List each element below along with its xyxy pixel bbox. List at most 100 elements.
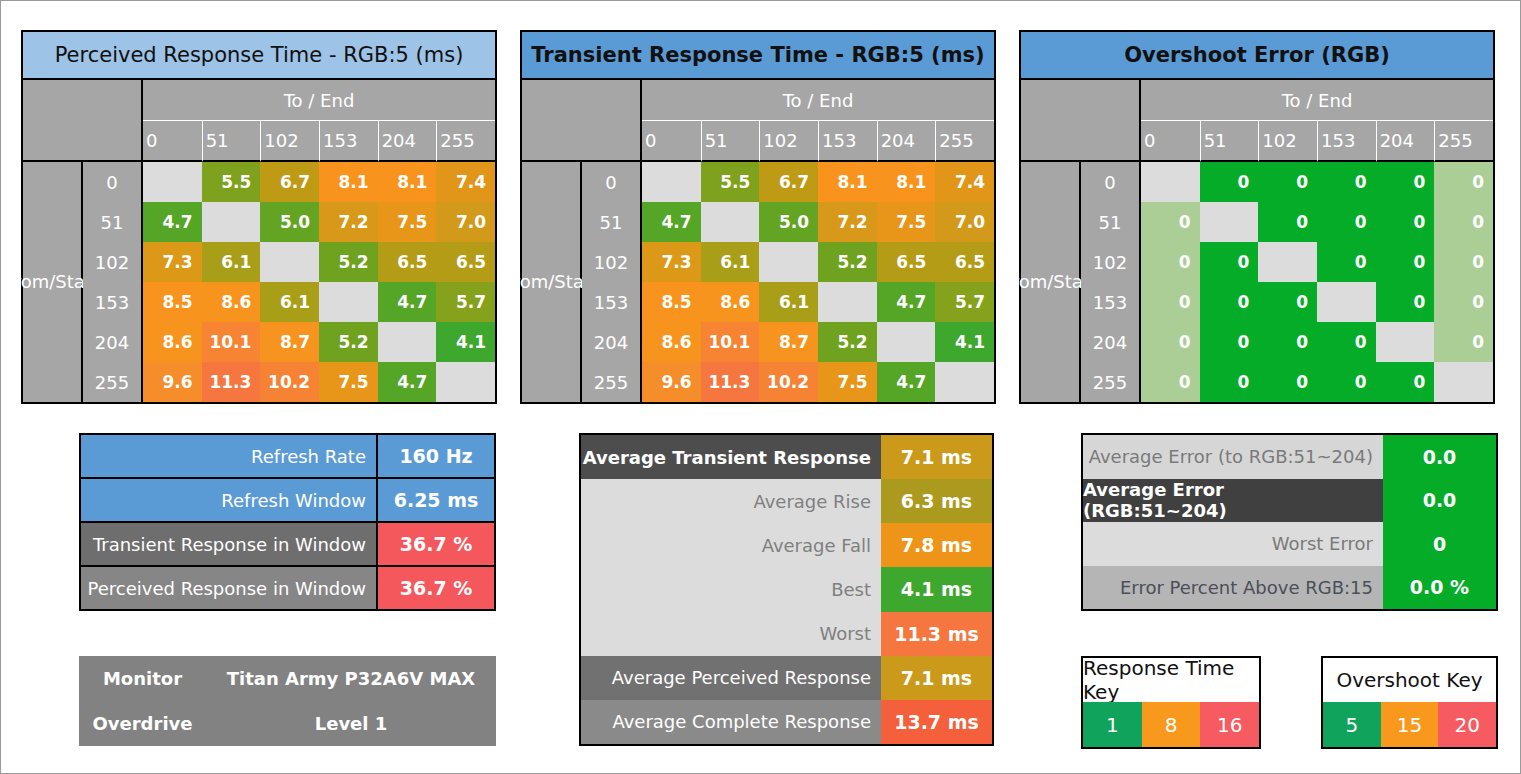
transient-summary-table-label: Average Transient Response	[581, 435, 881, 479]
transient-summary-table-value: 6.3 ms	[881, 479, 992, 523]
transient-summary-table: Average Transient Response7.1 msAverage …	[579, 433, 994, 746]
row-header-153: 153	[1081, 282, 1141, 322]
heat-cell-overshoot-r1-c4: 0	[1376, 202, 1435, 242]
heat-cell-transient-r3-c5: 5.7	[935, 282, 994, 322]
heat-cell-perceived-r0-c3: 8.1	[319, 162, 378, 202]
monitor-info-value: Titan Army P32A6V MAX	[206, 668, 496, 689]
refresh-summary-table-label: Transient Response in Window	[81, 523, 378, 565]
col-header-0: 0	[1141, 121, 1200, 162]
heat-cell-overshoot-r4-c5: 0	[1434, 322, 1493, 362]
heat-cell-overshoot-r5-c3: 0	[1317, 362, 1376, 402]
heat-cell-overshoot-r5-c1: 0	[1200, 362, 1259, 402]
transient-summary-table-row: Average Complete Response13.7 ms	[581, 700, 992, 744]
heat-cell-transient-r0-c2: 6.7	[759, 162, 818, 202]
heat-cell-overshoot-r4-c1: 0	[1200, 322, 1259, 362]
heat-cell-transient-r4-c3: 5.2	[818, 322, 877, 362]
row-header-255: 255	[1081, 362, 1141, 402]
heat-cell-overshoot-r0-c4: 0	[1376, 162, 1435, 202]
overshoot-summary-table: Average Error (to RGB:51~204)0.0Average …	[1081, 433, 1498, 611]
heat-cell-perceived-r3-c2: 6.1	[260, 282, 319, 322]
heat-cell-transient-r0-c1: 5.5	[701, 162, 760, 202]
response-time-key-cell-1: 1	[1083, 702, 1142, 747]
response-time-key: Response Time Key1816	[1081, 656, 1261, 749]
heat-cell-overshoot-r1-c3: 0	[1317, 202, 1376, 242]
transient-summary-table-row: Average Fall7.8 ms	[581, 523, 992, 567]
col-header-0: 0	[143, 121, 202, 162]
col-header-204: 204	[378, 121, 437, 162]
row-header-255: 255	[582, 362, 642, 402]
refresh-summary-table-value: 160 Hz	[378, 435, 494, 477]
heat-cell-transient-r3-c4: 4.7	[877, 282, 936, 322]
heat-cell-perceived-r3-c3	[319, 282, 378, 322]
row-header-204: 204	[1081, 322, 1141, 362]
heat-cell-overshoot-r4-c4	[1376, 322, 1435, 362]
heat-table-overshoot: Overshoot Error (RGB)To / End05110215320…	[1019, 30, 1495, 404]
col-header-51: 51	[1200, 121, 1259, 162]
heat-cell-overshoot-r1-c1	[1200, 202, 1259, 242]
heat-cell-overshoot-r0-c2: 0	[1258, 162, 1317, 202]
heat-cell-overshoot-r5-c4: 0	[1376, 362, 1435, 402]
row-header-102: 102	[582, 242, 642, 282]
refresh-summary-table-label: Perceived Response in Window	[81, 567, 378, 609]
transient-summary-table-row: Average Rise6.3 ms	[581, 479, 992, 523]
heat-cell-overshoot-r4-c3: 0	[1317, 322, 1376, 362]
heat-cell-overshoot-r3-c2: 0	[1258, 282, 1317, 322]
col-header-102: 102	[759, 121, 818, 162]
heat-table-title-overshoot: Overshoot Error (RGB)	[1019, 30, 1495, 80]
overshoot-summary-table-value: 0.0	[1383, 435, 1496, 479]
row-header-102: 102	[83, 242, 143, 282]
refresh-summary-table-row: Perceived Response in Window36.7 %	[81, 567, 494, 609]
transient-summary-table-label: Average Fall	[581, 523, 881, 567]
heat-cell-overshoot-r3-c4: 0	[1376, 282, 1435, 322]
heat-cell-transient-r2-c4: 6.5	[877, 242, 936, 282]
heat-grid-perceived: To / End051102153204255From/Start05.56.7…	[21, 78, 497, 404]
transient-summary-table-value: 4.1 ms	[881, 567, 992, 611]
monitor-info-label: Monitor	[79, 668, 206, 689]
heat-cell-perceived-r5-c3: 7.5	[319, 362, 378, 402]
refresh-summary-table-row: Transient Response in Window36.7 %	[81, 523, 494, 567]
heat-cell-overshoot-r3-c0: 0	[1141, 282, 1200, 322]
refresh-summary-table-value: 6.25 ms	[378, 479, 494, 521]
refresh-summary-table-value: 36.7 %	[378, 567, 494, 609]
heat-cell-overshoot-r3-c3	[1317, 282, 1376, 322]
from-start-header: From/Start	[522, 162, 582, 402]
heat-cell-overshoot-r0-c3: 0	[1317, 162, 1376, 202]
transient-summary-table-label: Average Complete Response	[581, 700, 881, 744]
response-time-key-cell-8: 8	[1142, 702, 1201, 747]
overshoot-key-cell-15: 15	[1381, 702, 1439, 747]
heat-cell-overshoot-r3-c1: 0	[1200, 282, 1259, 322]
col-header-204: 204	[877, 121, 936, 162]
transient-summary-table-label: Average Perceived Response	[581, 656, 881, 700]
heat-cell-transient-r0-c5: 7.4	[935, 162, 994, 202]
heat-cell-overshoot-r2-c0: 0	[1141, 242, 1200, 282]
heat-cell-perceived-r3-c1: 8.6	[202, 282, 261, 322]
col-header-255: 255	[935, 121, 994, 162]
overshoot-summary-table-row: Average Error (RGB:51~204)0.0	[1083, 479, 1496, 523]
monitor-info-value: Level 1	[206, 713, 496, 734]
heat-cell-perceived-r0-c4: 8.1	[378, 162, 437, 202]
transient-summary-table-label: Best	[581, 567, 881, 611]
col-header-153: 153	[1317, 121, 1376, 162]
heat-cell-transient-r3-c0: 8.5	[642, 282, 701, 322]
to-end-header: To / End	[143, 80, 495, 121]
heat-cell-transient-r1-c4: 7.5	[877, 202, 936, 242]
heat-cell-transient-r2-c0: 7.3	[642, 242, 701, 282]
col-header-204: 204	[1376, 121, 1435, 162]
results-sheet: Perceived Response Time - RGB:5 (ms)To /…	[0, 0, 1521, 774]
overshoot-summary-table-value: 0	[1383, 522, 1496, 566]
heat-cell-perceived-r5-c5	[436, 362, 495, 402]
heat-cell-overshoot-r3-c5: 0	[1434, 282, 1493, 322]
monitor-info-table: MonitorTitan Army P32A6V MAXOverdriveLev…	[79, 656, 496, 746]
heat-cell-transient-r4-c2: 8.7	[759, 322, 818, 362]
col-header-102: 102	[260, 121, 319, 162]
heat-table-title-perceived: Perceived Response Time - RGB:5 (ms)	[21, 30, 497, 80]
heat-cell-overshoot-r4-c0: 0	[1141, 322, 1200, 362]
row-header-0: 0	[1081, 162, 1141, 202]
overshoot-summary-table-label: Worst Error	[1083, 522, 1383, 566]
overshoot-summary-table-row: Worst Error0	[1083, 522, 1496, 566]
row-header-204: 204	[83, 322, 143, 362]
col-header-153: 153	[818, 121, 877, 162]
heat-grid-transient: To / End051102153204255From/Start05.56.7…	[520, 78, 996, 404]
monitor-info-row: MonitorTitan Army P32A6V MAX	[79, 656, 496, 701]
heat-cell-perceived-r0-c0	[143, 162, 202, 202]
